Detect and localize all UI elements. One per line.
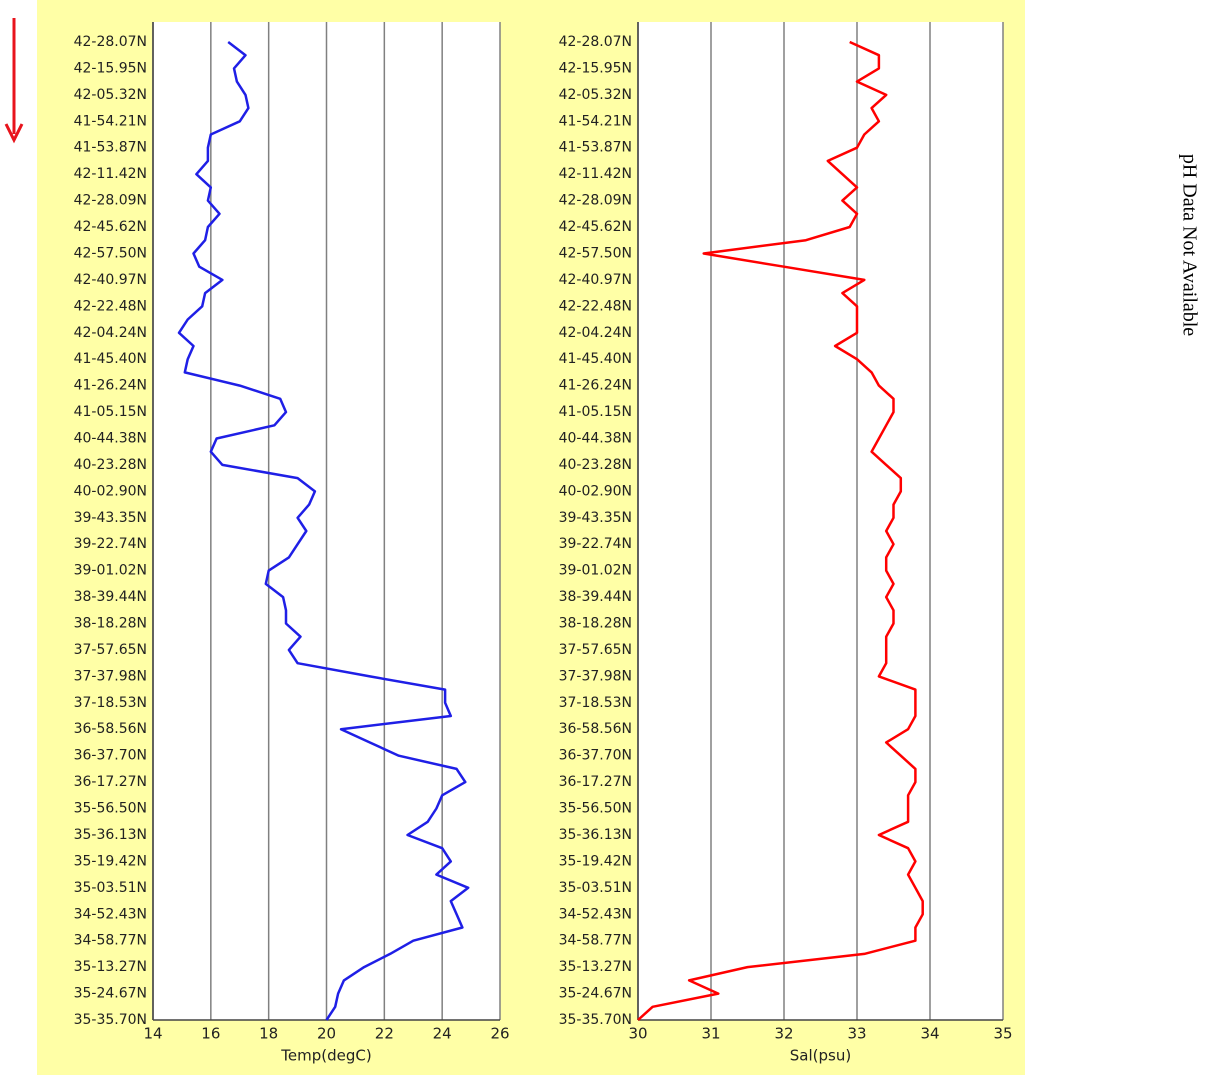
y-tick-label: 34-52.43N — [559, 906, 632, 922]
y-tick-label: 42-28.07N — [74, 34, 147, 50]
y-tick-label: 40-23.28N — [74, 457, 147, 473]
y-tick-label: 41-26.24N — [559, 378, 632, 394]
y-tick-label: 41-05.15N — [559, 404, 632, 420]
y-tick-label: 39-43.35N — [74, 510, 147, 526]
y-tick-label: 36-17.27N — [74, 774, 147, 790]
x-tick-label: 26 — [490, 1025, 509, 1043]
x-tick-label: 33 — [847, 1025, 866, 1043]
y-tick-label: 35-56.50N — [559, 801, 632, 817]
y-tick-label: 35-36.13N — [74, 827, 147, 843]
y-tick-label: 35-19.42N — [559, 853, 632, 869]
y-tick-label: 42-40.97N — [559, 272, 632, 288]
x-tick-label: 34 — [920, 1025, 939, 1043]
y-tick-label: 37-37.98N — [559, 668, 632, 684]
y-tick-label: 39-01.02N — [559, 563, 632, 579]
y-tick-label: 42-04.24N — [559, 325, 632, 341]
ph-note: pH Data Not Available — [1178, 154, 1200, 336]
y-tick-label: 35-03.51N — [559, 880, 632, 896]
x-tick-label: 32 — [774, 1025, 793, 1043]
x-axis-label: Sal(psu) — [790, 1047, 851, 1065]
y-tick-label: 35-03.51N — [74, 880, 147, 896]
y-tick-label: 35-13.27N — [74, 959, 147, 975]
y-tick-label: 40-02.90N — [74, 483, 147, 499]
arrow-head — [4, 123, 24, 144]
y-tick-label: 42-22.48N — [559, 298, 632, 314]
y-tick-label: 35-24.67N — [559, 986, 632, 1002]
y-tick-label: 37-18.53N — [559, 695, 632, 711]
y-tick-label: 41-05.15N — [74, 404, 147, 420]
y-tick-label: 36-37.70N — [559, 748, 632, 764]
y-tick-label: 39-43.35N — [559, 510, 632, 526]
y-tick-label: 35-36.13N — [559, 827, 632, 843]
y-tick-label: 35-35.70N — [74, 1012, 147, 1028]
y-tick-label: 42-57.50N — [559, 245, 632, 261]
y-tick-label: 41-53.87N — [559, 140, 632, 156]
y-tick-label: 42-28.09N — [559, 193, 632, 209]
y-tick-label: 37-57.65N — [559, 642, 632, 658]
y-tick-label: 38-18.28N — [559, 616, 632, 632]
x-tick-label: 35 — [993, 1025, 1012, 1043]
y-tick-label: 40-44.38N — [74, 430, 147, 446]
x-tick-label: 16 — [201, 1025, 220, 1043]
y-tick-label: 36-58.56N — [74, 721, 147, 737]
data-line — [637, 40, 924, 1021]
y-tick-label: 40-44.38N — [559, 430, 632, 446]
x-tick-label: 22 — [375, 1025, 394, 1043]
y-tick-label: 42-15.95N — [559, 60, 632, 76]
y-tick-label: 42-22.48N — [74, 298, 147, 314]
y-tick-label: 42-11.42N — [559, 166, 632, 182]
x-tick-label: 30 — [628, 1025, 647, 1043]
x-tick-label: 18 — [259, 1025, 278, 1043]
y-tick-label: 38-39.44N — [74, 589, 147, 605]
x-tick-label: 24 — [433, 1025, 452, 1043]
y-tick-label: 36-37.70N — [74, 748, 147, 764]
y-tick-label: 35-13.27N — [559, 959, 632, 975]
plot-area — [638, 22, 1003, 1020]
y-tick-label: 39-22.74N — [74, 536, 147, 552]
y-tick-label: 36-58.56N — [559, 721, 632, 737]
y-tick-label: 41-54.21N — [559, 113, 632, 129]
y-tick-label: 42-45.62N — [74, 219, 147, 235]
data-line — [177, 41, 470, 1021]
y-tick-label: 35-19.42N — [74, 853, 147, 869]
y-tick-label: 42-15.95N — [74, 60, 147, 76]
y-tick-label: 39-01.02N — [74, 563, 147, 579]
y-tick-label: 41-53.87N — [74, 140, 147, 156]
y-tick-label: 40-02.90N — [559, 483, 632, 499]
y-tick-label: 41-54.21N — [74, 113, 147, 129]
y-tick-label: 41-26.24N — [74, 378, 147, 394]
x-tick-label: 20 — [317, 1025, 336, 1043]
y-tick-label: 34-58.77N — [74, 933, 147, 949]
y-tick-label: 38-18.28N — [74, 616, 147, 632]
y-tick-label: 42-05.32N — [74, 87, 147, 103]
y-tick-label: 37-18.53N — [74, 695, 147, 711]
y-tick-label: 40-23.28N — [559, 457, 632, 473]
x-tick-label: 14 — [143, 1025, 162, 1043]
y-tick-label: 36-17.27N — [559, 774, 632, 790]
y-tick-label: 42-57.50N — [74, 245, 147, 261]
y-tick-label: 42-11.42N — [74, 166, 147, 182]
y-tick-label: 42-40.97N — [74, 272, 147, 288]
x-tick-label: 31 — [701, 1025, 720, 1043]
y-tick-label: 42-45.62N — [559, 219, 632, 235]
x-axis-label: Temp(degC) — [280, 1047, 371, 1065]
y-tick-label: 42-04.24N — [74, 325, 147, 341]
y-tick-label: 42-05.32N — [559, 87, 632, 103]
y-tick-label: 38-39.44N — [559, 589, 632, 605]
y-tick-label: 42-28.07N — [559, 34, 632, 50]
y-tick-label: 41-45.40N — [559, 351, 632, 367]
y-tick-label: 35-56.50N — [74, 801, 147, 817]
y-tick-label: 34-52.43N — [74, 906, 147, 922]
y-tick-label: 34-58.77N — [559, 933, 632, 949]
y-tick-label: 41-45.40N — [74, 351, 147, 367]
y-tick-label: 42-28.09N — [74, 193, 147, 209]
y-tick-label: 35-35.70N — [559, 1012, 632, 1028]
y-tick-label: 35-24.67N — [74, 986, 147, 1002]
y-tick-label: 39-22.74N — [559, 536, 632, 552]
y-tick-label: 37-57.65N — [74, 642, 147, 658]
y-tick-label: 37-37.98N — [74, 668, 147, 684]
